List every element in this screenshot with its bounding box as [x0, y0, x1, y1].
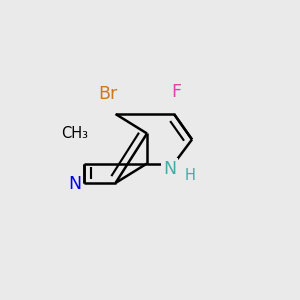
Text: CH₃: CH₃ — [61, 126, 88, 141]
Text: Br: Br — [98, 85, 117, 103]
Text: N: N — [68, 175, 81, 193]
Text: N: N — [163, 160, 176, 178]
Text: H: H — [185, 168, 196, 183]
Text: F: F — [171, 82, 182, 100]
